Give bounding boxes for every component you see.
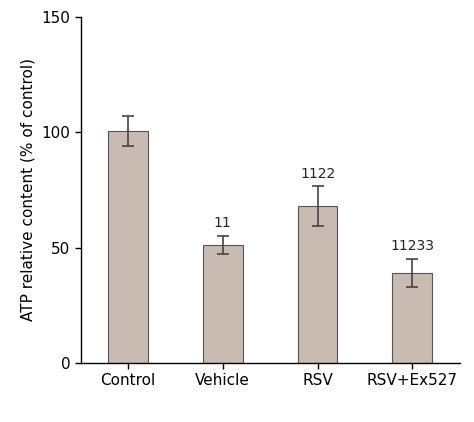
Bar (108, 131, 148, 363)
Text: 11: 11 (214, 216, 232, 230)
Y-axis label: ATP relative content (% of control): ATP relative content (% of control) (21, 58, 36, 322)
Text: 11233: 11233 (391, 239, 434, 253)
Bar (298, 206, 337, 363)
Bar (392, 273, 432, 363)
Text: 1122: 1122 (300, 167, 335, 181)
Bar (203, 245, 243, 363)
